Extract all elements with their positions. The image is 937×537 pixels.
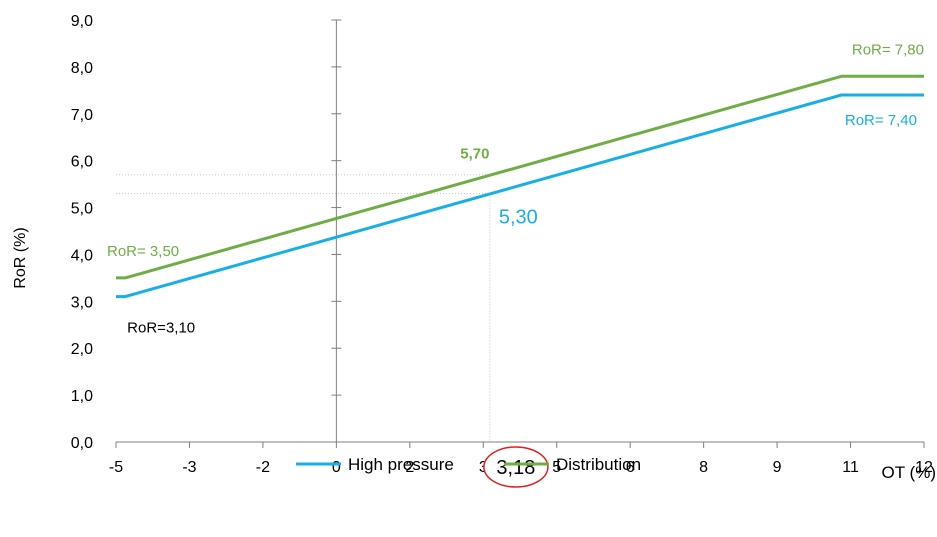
annotation-label: 5,70 (460, 146, 489, 163)
series-line-distribution (116, 74, 924, 280)
y-tick-label: 1,0 (71, 388, 93, 405)
x-tick-label: 12 (915, 459, 933, 476)
reference-lines (116, 174, 491, 442)
y-tick-label: 2,0 (71, 341, 93, 358)
highlight-label: 3,18 (496, 457, 535, 479)
x-tick-label: -5 (109, 459, 123, 476)
series-line-high-pressure (116, 93, 924, 299)
y-tick-label: 6,0 (71, 154, 93, 171)
legend-label-high-pressure: High pressure (348, 455, 454, 474)
axes (115, 19, 925, 448)
y-axis-label: RoR (%) (12, 227, 29, 288)
y-tick-label: 8,0 (71, 60, 93, 77)
x-axis-title: OT (%) (882, 463, 936, 482)
y-tick-label: 9,0 (71, 13, 93, 30)
annotation-label: RoR= 7,40 (845, 112, 917, 129)
x-tick-label: 6 (626, 459, 635, 476)
legend: High pressure Distribution (296, 455, 641, 474)
annotation-label: RoR= 3,50 (107, 243, 179, 260)
y-tick-label: 7,0 (71, 107, 93, 124)
annotation-label: 5,30 (499, 206, 538, 228)
highlight-marker: 3,18 (483, 446, 549, 488)
annotations: RoR= 3,50 RoR=3,10 5,70 5,30 RoR= 7,80 RoR= 7… (107, 41, 924, 336)
y-tick-label: 3,0 (71, 294, 93, 311)
highlight-circle (483, 446, 549, 488)
y-axis-title: RoR (%) (12, 227, 29, 288)
x-tick-label: -2 (256, 459, 270, 476)
series-lines (116, 74, 924, 299)
legend-label-distribution: Distribution (556, 455, 641, 474)
x-tick-label: 2 (405, 459, 414, 476)
x-tick-label: 8 (699, 459, 708, 476)
annotation-label: RoR= 7,80 (852, 41, 924, 58)
y-tick-label: 5,0 (71, 201, 93, 218)
y-tick-label: 4,0 (71, 247, 93, 264)
x-tick-label: 9 (773, 459, 782, 476)
annotation-label: RoR=3,10 (127, 320, 195, 337)
y-tick-labels: 0,0 1,0 2,0 3,0 4,0 5,0 6,0 7,0 8,0 9,0 (71, 13, 93, 452)
x-tick-label: 11 (842, 459, 859, 476)
x-tick-label: 5 (552, 459, 561, 476)
x-tick-label: 0 (332, 459, 341, 476)
y-tick-label: 0,0 (71, 435, 93, 452)
x-tick-label: -3 (182, 459, 196, 476)
